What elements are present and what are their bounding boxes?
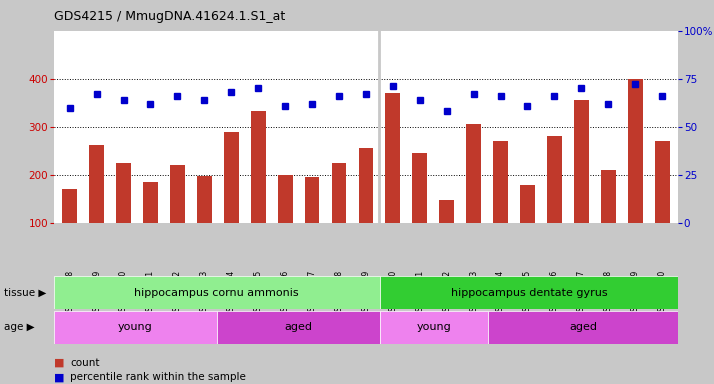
Bar [380,311,488,344]
Bar [358,148,373,223]
Bar [170,165,185,223]
Bar [116,163,131,223]
Bar [439,200,454,223]
Bar [62,189,77,223]
Bar [89,145,104,223]
Bar [628,79,643,223]
Bar [466,124,481,223]
Bar [574,100,589,223]
Bar [413,153,427,223]
Bar [197,176,212,223]
Bar [655,141,670,223]
Text: age ▶: age ▶ [4,322,34,333]
Bar [380,276,678,309]
Bar [386,93,401,223]
Text: hippocampus cornu ammonis: hippocampus cornu ammonis [134,288,299,298]
Bar [224,131,238,223]
Bar [493,141,508,223]
Bar [331,163,346,223]
Bar [54,311,216,344]
Text: GDS4215 / MmugDNA.41624.1.S1_at: GDS4215 / MmugDNA.41624.1.S1_at [54,10,285,23]
Text: young: young [118,322,152,333]
Bar [305,177,319,223]
Text: hippocampus dentate gyrus: hippocampus dentate gyrus [451,288,607,298]
Bar [143,182,158,223]
Text: young: young [416,322,451,333]
Bar [520,185,535,223]
Bar [547,136,562,223]
Text: count: count [70,358,99,368]
Text: percentile rank within the sample: percentile rank within the sample [70,372,246,382]
Text: ■: ■ [54,358,64,368]
Bar [601,170,615,223]
Bar [251,111,266,223]
Text: ■: ■ [54,372,64,382]
Text: tissue ▶: tissue ▶ [4,288,46,298]
Text: aged: aged [284,322,312,333]
Bar [216,311,380,344]
Bar [54,276,380,309]
Text: aged: aged [569,322,597,333]
Bar [488,311,678,344]
Bar [278,175,293,223]
